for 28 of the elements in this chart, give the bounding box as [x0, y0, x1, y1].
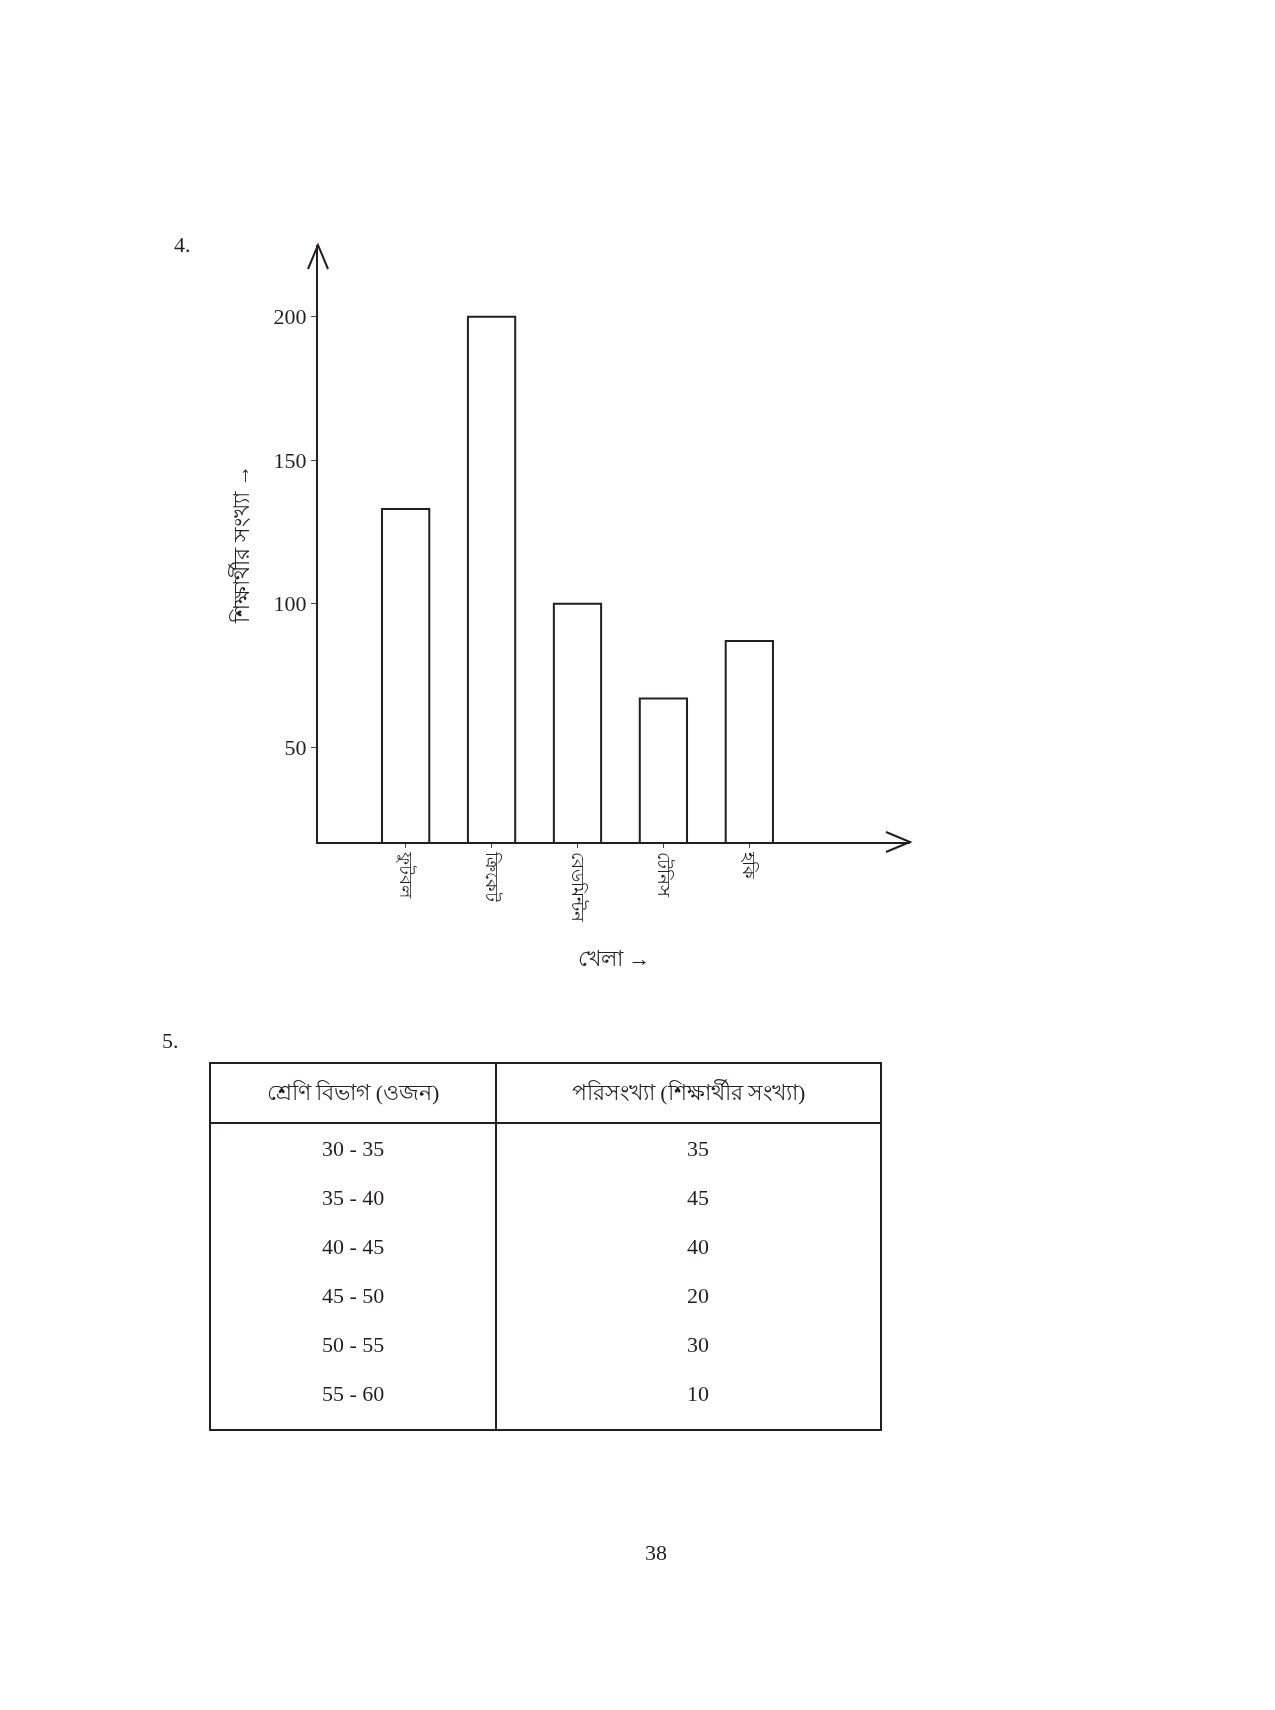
x-tick-label: ক্রিকেট — [481, 850, 503, 903]
category-label: 55 - 60 — [210, 1369, 497, 1430]
text: 38 — [645, 1540, 667, 1566]
text: 10 — [687, 1380, 710, 1406]
y-tick-label: 150 — [273, 447, 307, 473]
text: 4. — [174, 232, 191, 257]
y-tick-label: 100 — [273, 591, 307, 617]
text: 40 — [687, 1233, 710, 1259]
text: 20 — [687, 1282, 710, 1308]
text: 5. — [162, 1028, 179, 1054]
x-axis-title: খেলা → — [577, 946, 651, 971]
x-tick-label: বেডমিন্টন — [567, 851, 589, 922]
text: 30 — [687, 1331, 710, 1357]
text: পরিসংখ্যা (শিক্ষার্থীর সংখ্যা) — [496, 1063, 881, 1123]
category-label: 40 - 45 — [210, 1222, 497, 1271]
x-tick-label: ফুটবল — [395, 850, 417, 899]
category-label: 50 - 55 — [210, 1320, 497, 1369]
category-label: 30 - 35 — [210, 1123, 497, 1173]
y-tick-label: 200 — [273, 304, 307, 330]
y-tick-label: 50 — [284, 734, 307, 760]
x-tick-label: হকি — [739, 850, 760, 879]
category-label: 45 - 50 — [210, 1271, 497, 1320]
text: শ্রেণি বিভাগ (ওজন) — [210, 1063, 497, 1123]
x-tick-label: টেনিস — [653, 851, 675, 898]
text: 35 — [687, 1135, 710, 1161]
text: 45 — [687, 1184, 710, 1210]
category-label: 35 - 40 — [210, 1173, 497, 1222]
y-axis-title: শিক্ষার্থীর সংখ্যা → — [227, 464, 254, 624]
